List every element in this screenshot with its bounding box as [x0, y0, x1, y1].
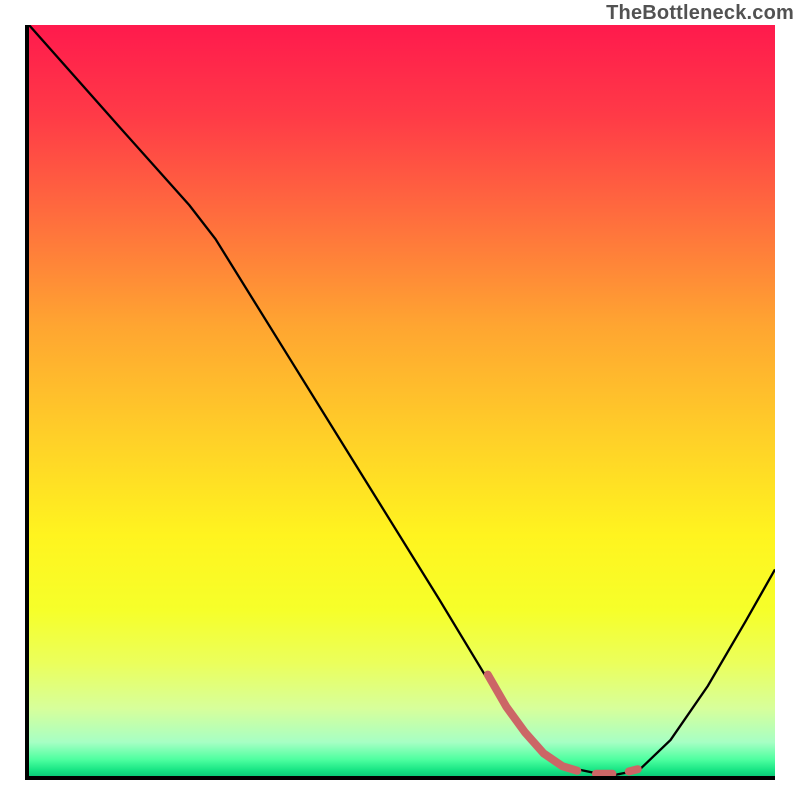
chart-container: TheBottleneck.com	[0, 0, 800, 800]
main-curve	[29, 25, 775, 776]
plot-lines	[29, 25, 775, 776]
highlight-dashed-segment	[488, 675, 638, 774]
plot-frame	[25, 25, 775, 780]
watermark-text: TheBottleneck.com	[606, 2, 794, 25]
